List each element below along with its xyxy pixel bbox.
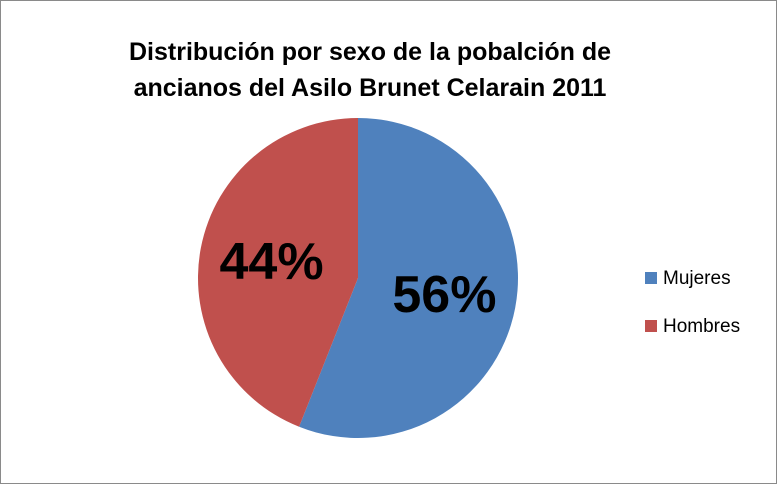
chart-title: Distribución por sexo de la pobalción de… <box>128 38 612 102</box>
pie-slice <box>197 118 358 427</box>
legend-label: Mujeres <box>663 268 731 289</box>
pie-slice <box>299 118 518 438</box>
legend-swatch <box>645 272 657 284</box>
legend-swatch <box>645 320 657 332</box>
data-label: 44% <box>220 233 324 291</box>
data-label: 56% <box>392 266 496 324</box>
legend-label: Hombres <box>663 316 740 337</box>
